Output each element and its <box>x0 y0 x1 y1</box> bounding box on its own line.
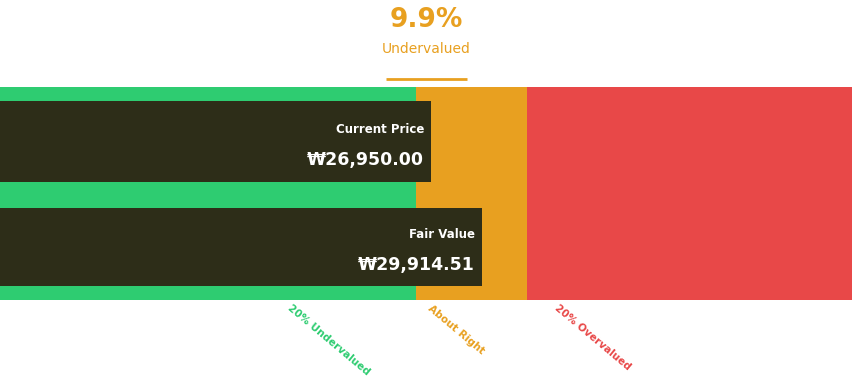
Text: Fair Value: Fair Value <box>409 228 475 241</box>
Bar <box>0 90 416 101</box>
Bar <box>0 101 430 182</box>
Text: Undervalued: Undervalued <box>382 42 470 56</box>
Bar <box>0 87 416 300</box>
Text: 20% Overvalued: 20% Overvalued <box>552 303 632 372</box>
Text: About Right: About Right <box>426 303 486 356</box>
Bar <box>0 182 416 194</box>
Text: 20% Undervalued: 20% Undervalued <box>285 303 371 377</box>
Bar <box>0 207 481 287</box>
Bar <box>416 87 527 300</box>
Text: ₩26,950.00: ₩26,950.00 <box>307 152 423 169</box>
Bar <box>0 101 416 182</box>
Bar <box>0 207 416 287</box>
Bar <box>0 287 416 298</box>
Text: Current Price: Current Price <box>335 123 423 136</box>
Bar <box>527 87 852 300</box>
Bar <box>0 196 416 207</box>
Text: ₩29,914.51: ₩29,914.51 <box>358 256 475 274</box>
Text: 9.9%: 9.9% <box>389 7 463 33</box>
